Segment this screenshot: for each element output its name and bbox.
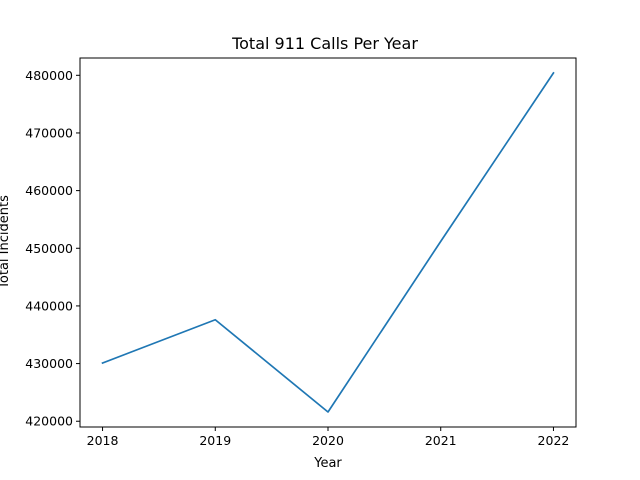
plot-area-frame bbox=[79, 57, 577, 428]
y-tick-label: 420000 bbox=[25, 414, 73, 429]
y-tick-label: 450000 bbox=[25, 241, 73, 256]
x-tick-label: 2020 bbox=[312, 433, 344, 448]
x-tick-label: 2022 bbox=[538, 433, 570, 448]
x-axis-label: Year bbox=[313, 456, 342, 471]
y-axis-label: Total Incidents bbox=[0, 195, 12, 290]
x-tick-label: 2019 bbox=[199, 433, 231, 448]
y-tick-label: 430000 bbox=[25, 356, 73, 371]
x-tick-label: 2021 bbox=[425, 433, 457, 448]
y-tick-label: 440000 bbox=[25, 298, 73, 313]
x-tick-label: 2018 bbox=[87, 433, 119, 448]
series-line-0 bbox=[101, 71, 555, 413]
y-tick-label: 470000 bbox=[25, 125, 73, 140]
y-tick-label: 460000 bbox=[25, 183, 73, 198]
y-tick-label: 480000 bbox=[25, 68, 73, 83]
chart-title: Total 911 Calls Per Year bbox=[231, 34, 418, 53]
